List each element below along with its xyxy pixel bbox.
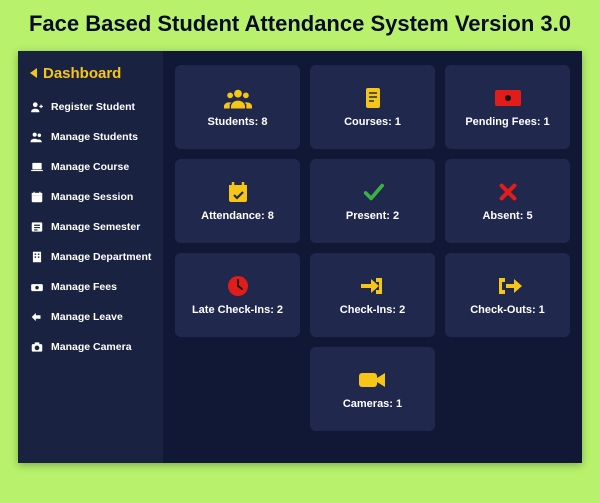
chevron-left-icon [30, 68, 37, 78]
card-late-checkins[interactable]: Late Check-Ins: 2 [175, 253, 300, 337]
sidebar-item-label: Manage Semester [51, 221, 140, 233]
calendar-check-icon [224, 180, 252, 204]
card-pending-fees[interactable]: Pending Fees: 1 [445, 65, 570, 149]
sidebar-item-manage-course[interactable]: Manage Course [18, 152, 163, 182]
check-icon [359, 180, 387, 204]
users-icon [30, 130, 44, 144]
main-content: Students: 8 Courses: 1 Pending Fees: 1 A… [163, 51, 582, 463]
users-icon [224, 86, 252, 110]
card-label: Late Check-Ins: 2 [192, 304, 283, 316]
clock-icon [224, 274, 252, 298]
money-icon [30, 280, 44, 294]
card-label: Present: 2 [346, 210, 399, 222]
card-checkouts[interactable]: Check-Outs: 1 [445, 253, 570, 337]
sidebar-header-label: Dashboard [43, 65, 121, 82]
sidebar-item-label: Manage Camera [51, 341, 132, 353]
card-label: Attendance: 8 [201, 210, 274, 222]
x-icon [494, 180, 522, 204]
card-courses[interactable]: Courses: 1 [310, 65, 435, 149]
sidebar-item-manage-fees[interactable]: Manage Fees [18, 272, 163, 302]
sidebar: Dashboard Register Student Manage Studen… [18, 51, 163, 463]
user-plus-icon [30, 100, 44, 114]
sidebar-item-label: Manage Department [51, 251, 151, 263]
card-students[interactable]: Students: 8 [175, 65, 300, 149]
sidebar-item-manage-session[interactable]: Manage Session [18, 182, 163, 212]
book-icon [359, 86, 387, 110]
sidebar-item-label: Register Student [51, 101, 135, 113]
card-label: Courses: 1 [344, 116, 401, 128]
signout-icon [494, 274, 522, 298]
list-icon [30, 220, 44, 234]
card-label: Check-Ins: 2 [340, 304, 405, 316]
sidebar-item-manage-department[interactable]: Manage Department [18, 242, 163, 272]
sidebar-item-manage-leave[interactable]: Manage Leave [18, 302, 163, 332]
sidebar-item-register-student[interactable]: Register Student [18, 92, 163, 122]
card-attendance[interactable]: Attendance: 8 [175, 159, 300, 243]
leave-icon [30, 310, 44, 324]
card-label: Students: 8 [208, 116, 268, 128]
video-icon [358, 368, 386, 392]
sidebar-item-manage-camera[interactable]: Manage Camera [18, 332, 163, 362]
sidebar-item-label: Manage Students [51, 131, 138, 143]
dashboard-cards: Students: 8 Courses: 1 Pending Fees: 1 A… [175, 65, 570, 431]
card-checkins[interactable]: Check-Ins: 2 [310, 253, 435, 337]
sidebar-item-label: Manage Fees [51, 281, 117, 293]
card-present[interactable]: Present: 2 [310, 159, 435, 243]
sidebar-item-label: Manage Leave [51, 311, 123, 323]
page-title: Face Based Student Attendance System Ver… [0, 0, 600, 51]
sidebar-header[interactable]: Dashboard [18, 61, 163, 92]
card-absent[interactable]: Absent: 5 [445, 159, 570, 243]
app-shell: Dashboard Register Student Manage Studen… [18, 51, 582, 463]
sidebar-item-label: Manage Course [51, 161, 129, 173]
laptop-icon [30, 160, 44, 174]
card-label: Absent: 5 [482, 210, 532, 222]
camera-icon [30, 340, 44, 354]
calendar-icon [30, 190, 44, 204]
sidebar-item-manage-semester[interactable]: Manage Semester [18, 212, 163, 242]
card-label: Check-Outs: 1 [470, 304, 545, 316]
sidebar-item-manage-students[interactable]: Manage Students [18, 122, 163, 152]
card-cameras[interactable]: Cameras: 1 [310, 347, 435, 431]
signin-icon [359, 274, 387, 298]
building-icon [30, 250, 44, 264]
card-label: Cameras: 1 [343, 398, 402, 410]
card-label: Pending Fees: 1 [465, 116, 549, 128]
sidebar-item-label: Manage Session [51, 191, 133, 203]
flag-icon [494, 86, 522, 110]
